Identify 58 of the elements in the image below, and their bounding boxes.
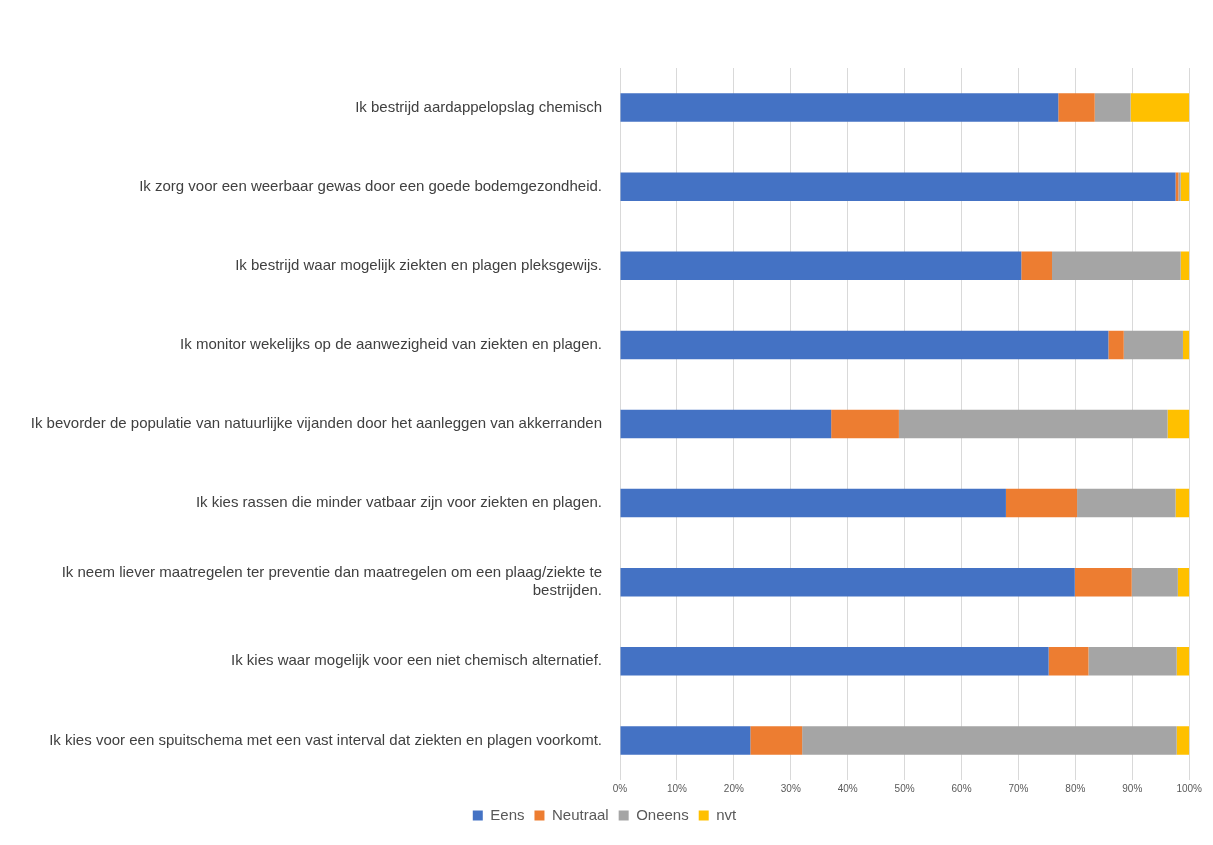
bar xyxy=(1176,647,1190,676)
bar xyxy=(1074,567,1132,597)
x-tick-label: 40% xyxy=(837,782,858,794)
bar xyxy=(1180,172,1190,201)
bar xyxy=(831,409,899,439)
x-tick-label: 60% xyxy=(951,782,972,794)
bar xyxy=(1123,330,1183,360)
bar xyxy=(620,93,1059,122)
y-tick-label: Ik zorg voor een weerbaar gewas door een goede bodemgezondheid. xyxy=(139,176,602,194)
bar xyxy=(1094,93,1131,122)
bar xyxy=(1130,93,1190,122)
bar xyxy=(750,726,803,755)
x-tick-label: 70% xyxy=(1008,782,1029,794)
y-tick-label: Ik bevorder de populatie van natuurlijke vijanden door het aanleggen van akkerranden xyxy=(30,414,602,432)
bar xyxy=(1077,488,1176,518)
bar xyxy=(1088,647,1177,676)
bar xyxy=(1048,647,1089,676)
bar xyxy=(1175,488,1190,518)
bar xyxy=(1108,330,1124,360)
bar xyxy=(620,330,1109,360)
y-tick-label: Ik bestrijd aardappelopslag chemisch xyxy=(355,97,602,115)
bar xyxy=(802,726,1177,755)
bar xyxy=(620,251,1022,281)
bar xyxy=(1021,251,1053,281)
bar xyxy=(620,726,751,755)
x-tick-label: 80% xyxy=(1065,782,1086,794)
bar xyxy=(1177,567,1190,597)
x-tick-label: 100% xyxy=(1176,782,1203,794)
bar xyxy=(1167,409,1190,439)
y-tick-label: Ik monitor wekelijks op de aanwezigheid van ziekten en plagen. xyxy=(180,335,602,353)
bar xyxy=(620,409,832,439)
bar xyxy=(1058,93,1095,122)
legend-label: Neutraal xyxy=(551,805,609,823)
legend-label: Oneens xyxy=(636,805,689,823)
y-tick-label: Ik kies rassen die minder vatbaar zijn voor ziekten en plagen. xyxy=(195,493,602,511)
bar xyxy=(1052,251,1181,281)
y-tick-label: Ik kies waar mogelijk voor een niet chemisch alternatief. xyxy=(230,651,602,669)
bar xyxy=(620,567,1075,597)
bar xyxy=(620,488,1006,518)
bar xyxy=(1005,488,1078,518)
bar xyxy=(1180,251,1190,281)
bar xyxy=(1131,567,1178,597)
bar xyxy=(1182,330,1190,360)
legend-label: nvt xyxy=(716,805,738,823)
bar xyxy=(898,409,1168,439)
x-tick-label: 10% xyxy=(666,782,688,794)
x-tick-label: 90% xyxy=(1122,782,1143,794)
y-tick-label: Ik bestrijd waar mogelijk ziekten en plagen pleksgewijs. xyxy=(235,255,602,273)
x-tick-label: 0% xyxy=(612,782,628,794)
bar xyxy=(1176,726,1190,755)
y-tick-label: Ik kies voor een spuitschema met een vast interval dat ziekten en plagen voorkomt. xyxy=(49,730,602,748)
x-tick-label: 30% xyxy=(780,782,801,794)
legend-label: Eens xyxy=(490,805,525,823)
x-tick-label: 20% xyxy=(723,782,744,794)
x-tick-label: 50% xyxy=(894,782,915,794)
bar xyxy=(620,647,1049,676)
bar xyxy=(620,172,1176,201)
y-tick-label: Ik neem liever maatregelen ter preventie dan maatregelen om een plaag/ziekte te bestrijden. xyxy=(61,563,602,599)
